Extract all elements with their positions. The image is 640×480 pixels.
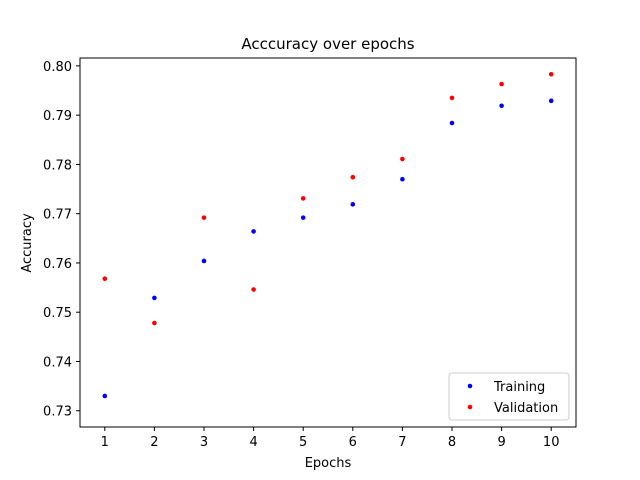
- legend-marker-training: [467, 383, 473, 389]
- validation-point: [102, 276, 108, 282]
- training-point: [400, 176, 405, 182]
- plot-frame: [79, 57, 577, 428]
- x-tick-label: 6: [349, 435, 357, 450]
- validation-point: [499, 81, 504, 87]
- x-axis-label: Epochs: [305, 456, 352, 471]
- y-tick-label: 0.76: [43, 257, 72, 272]
- training-point: [152, 295, 157, 301]
- training-point: [449, 120, 455, 126]
- legend-marker-validation: [467, 404, 473, 410]
- validation-point: [350, 174, 356, 180]
- y-axis: 0.73 0.74 0.75 0.76 0.77 0.78 0.79 0.80: [43, 60, 80, 420]
- x-axis: 1 2 3 4 5 6 7 8 9 10: [101, 427, 560, 450]
- legend-label-validation: Validation: [494, 401, 558, 416]
- legend-box: [448, 372, 570, 421]
- x-tick-label: 2: [150, 435, 158, 450]
- training-point: [499, 103, 504, 109]
- chart-title: Acccuracy over epochs: [241, 35, 414, 53]
- x-tick-label: 7: [398, 435, 406, 450]
- y-tick-label: 0.79: [43, 109, 72, 124]
- validation-point: [251, 287, 256, 292]
- validation-point: [449, 95, 455, 101]
- legend-label-training: Training: [493, 380, 545, 395]
- x-tick-label: 1: [101, 435, 109, 450]
- x-tick-label: 3: [200, 435, 208, 450]
- x-tick-label: 5: [299, 435, 307, 450]
- y-tick-label: 0.80: [43, 60, 72, 75]
- validation-point: [201, 215, 207, 220]
- training-point: [350, 202, 356, 207]
- validation-point: [548, 71, 554, 77]
- x-tick-label: 8: [448, 435, 456, 450]
- y-tick-label: 0.78: [43, 158, 72, 173]
- y-axis-label: Accuracy: [20, 213, 35, 273]
- validation-point: [300, 196, 306, 201]
- training-point: [300, 215, 306, 220]
- x-tick-label: 4: [249, 435, 257, 450]
- x-tick-label: 9: [497, 435, 505, 450]
- legend: Training Validation: [448, 372, 570, 421]
- x-tick-label: 10: [543, 435, 560, 450]
- y-tick-label: 0.73: [43, 405, 72, 420]
- validation-point: [152, 320, 157, 326]
- training-point: [201, 258, 207, 264]
- training-point: [251, 229, 256, 234]
- y-tick-label: 0.77: [43, 208, 72, 223]
- data-points: [102, 71, 554, 399]
- y-tick-label: 0.75: [43, 306, 72, 321]
- y-tick-label: 0.74: [43, 355, 72, 370]
- training-point: [548, 98, 554, 104]
- validation-point: [400, 156, 405, 162]
- training-point: [102, 393, 108, 399]
